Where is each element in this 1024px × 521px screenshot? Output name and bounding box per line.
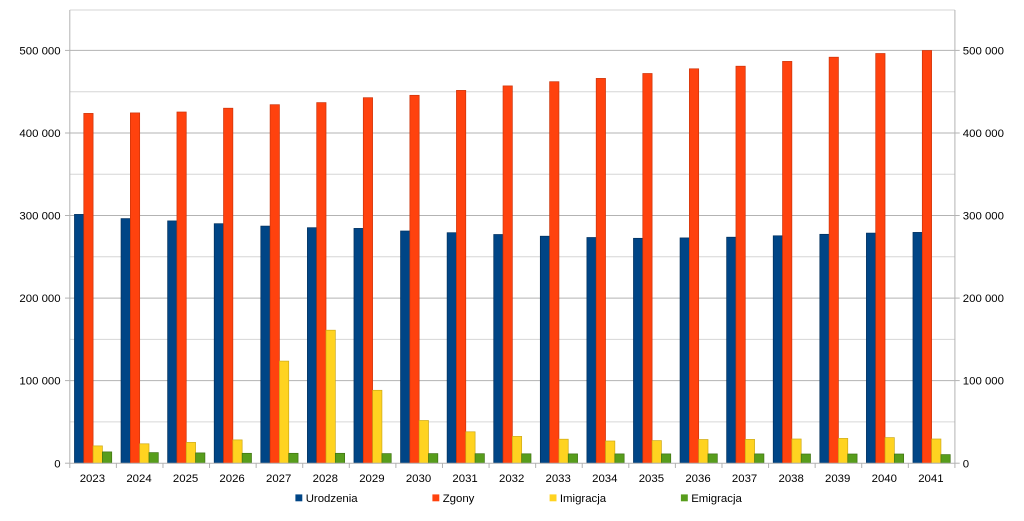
svg-text:2027: 2027 <box>266 473 291 485</box>
svg-text:2035: 2035 <box>639 473 664 485</box>
svg-text:2041: 2041 <box>918 473 943 485</box>
svg-text:2026: 2026 <box>219 473 244 485</box>
svg-text:2030: 2030 <box>406 473 431 485</box>
svg-text:2034: 2034 <box>592 473 617 485</box>
svg-text:2028: 2028 <box>313 473 338 485</box>
svg-text:200 000: 200 000 <box>963 293 1004 305</box>
svg-text:400 000: 400 000 <box>963 128 1004 140</box>
svg-text:2023: 2023 <box>80 473 105 485</box>
svg-text:Urodzenia: Urodzenia <box>306 493 359 505</box>
svg-text:300 000: 300 000 <box>963 211 1004 223</box>
svg-text:2032: 2032 <box>499 473 524 485</box>
svg-text:100 000: 100 000 <box>963 376 1004 388</box>
svg-text:2025: 2025 <box>173 473 198 485</box>
svg-text:100 000: 100 000 <box>19 376 60 388</box>
svg-text:Zgony: Zgony <box>443 493 475 505</box>
svg-text:Emigracja: Emigracja <box>691 493 742 505</box>
svg-text:500 000: 500 000 <box>963 46 1004 58</box>
svg-text:0: 0 <box>963 458 969 470</box>
svg-text:Imigracja: Imigracja <box>560 493 607 505</box>
svg-text:2037: 2037 <box>732 473 757 485</box>
svg-text:2024: 2024 <box>126 473 151 485</box>
svg-text:2031: 2031 <box>452 473 477 485</box>
svg-text:0: 0 <box>54 458 60 470</box>
svg-text:500 000: 500 000 <box>19 46 60 58</box>
svg-text:2036: 2036 <box>685 473 710 485</box>
svg-text:2039: 2039 <box>825 473 850 485</box>
svg-text:2040: 2040 <box>872 473 897 485</box>
svg-text:2029: 2029 <box>359 473 384 485</box>
svg-text:300 000: 300 000 <box>19 211 60 223</box>
svg-text:400 000: 400 000 <box>19 128 60 140</box>
svg-text:2038: 2038 <box>779 473 804 485</box>
svg-text:2033: 2033 <box>546 473 571 485</box>
svg-text:200 000: 200 000 <box>19 293 60 305</box>
